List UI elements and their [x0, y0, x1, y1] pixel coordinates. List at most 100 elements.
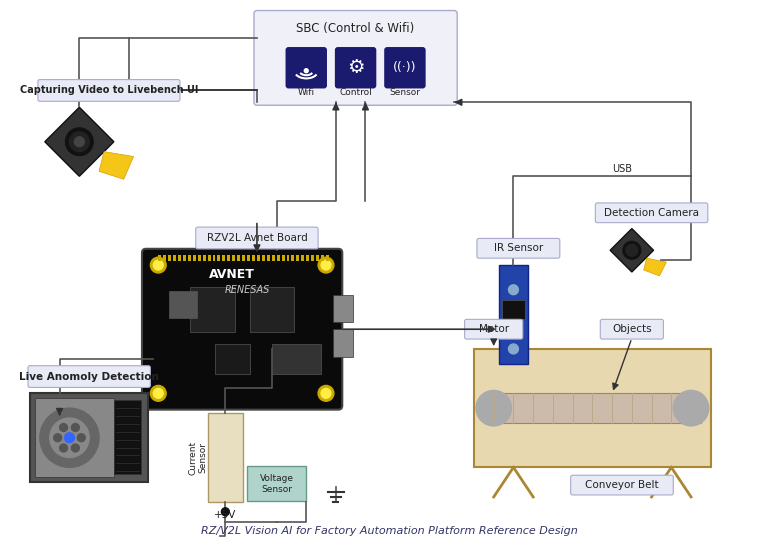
Bar — [272, 344, 321, 373]
Bar — [311, 255, 314, 261]
Bar — [250, 287, 294, 332]
Bar — [247, 466, 306, 501]
Bar — [272, 255, 275, 261]
Bar — [498, 265, 528, 364]
Bar — [296, 255, 300, 261]
Bar — [502, 300, 525, 319]
Circle shape — [508, 285, 518, 295]
Circle shape — [71, 423, 79, 431]
Bar — [227, 255, 230, 261]
Bar — [257, 255, 260, 261]
Circle shape — [321, 389, 331, 398]
Bar — [178, 255, 181, 261]
Circle shape — [304, 69, 308, 73]
Text: ⚙: ⚙ — [347, 58, 364, 78]
Bar — [484, 393, 701, 423]
Circle shape — [78, 434, 85, 442]
FancyBboxPatch shape — [28, 366, 151, 388]
Bar — [262, 255, 265, 261]
Text: SBC (Control & Wifi): SBC (Control & Wifi) — [296, 22, 415, 35]
FancyBboxPatch shape — [595, 203, 708, 223]
Bar — [266, 255, 270, 261]
Text: Conveyor Belt: Conveyor Belt — [585, 480, 659, 490]
Text: Capturing Video to Livebench UI: Capturing Video to Livebench UI — [20, 86, 198, 95]
Text: AVNET: AVNET — [210, 268, 255, 281]
FancyBboxPatch shape — [254, 10, 457, 105]
Circle shape — [626, 244, 637, 256]
FancyBboxPatch shape — [335, 47, 376, 88]
Text: Wifi: Wifi — [298, 88, 315, 97]
Text: Voltage
Sensor: Voltage Sensor — [260, 474, 293, 494]
Circle shape — [154, 389, 163, 398]
Circle shape — [508, 305, 518, 314]
Circle shape — [151, 257, 166, 273]
FancyBboxPatch shape — [465, 319, 523, 339]
Bar — [316, 255, 319, 261]
Circle shape — [71, 444, 79, 452]
Bar — [30, 393, 148, 482]
Bar — [474, 349, 710, 467]
Bar — [242, 255, 245, 261]
Bar — [35, 398, 114, 477]
Bar — [333, 295, 353, 322]
Circle shape — [318, 257, 334, 273]
Circle shape — [221, 508, 230, 515]
Bar — [114, 400, 141, 474]
Text: Motor: Motor — [478, 324, 508, 334]
Text: USB: USB — [612, 164, 632, 175]
Circle shape — [154, 260, 163, 270]
Bar — [168, 255, 171, 261]
Circle shape — [321, 260, 331, 270]
Bar — [197, 255, 200, 261]
FancyBboxPatch shape — [286, 47, 327, 88]
Circle shape — [65, 128, 93, 156]
Polygon shape — [644, 258, 667, 276]
Circle shape — [151, 385, 166, 401]
Bar — [333, 329, 353, 357]
Circle shape — [508, 344, 518, 354]
FancyBboxPatch shape — [196, 227, 318, 249]
Text: Objects: Objects — [612, 324, 652, 334]
FancyBboxPatch shape — [571, 475, 674, 495]
Circle shape — [74, 137, 84, 147]
Circle shape — [623, 241, 641, 259]
Text: Detection Camera: Detection Camera — [604, 208, 699, 218]
Bar — [183, 255, 186, 261]
Bar — [207, 255, 210, 261]
Text: Current
Sensor: Current Sensor — [188, 441, 207, 475]
Bar — [223, 255, 225, 261]
Bar — [252, 255, 255, 261]
Bar — [203, 255, 206, 261]
Circle shape — [674, 390, 709, 426]
Circle shape — [476, 390, 511, 426]
Bar — [286, 255, 290, 261]
Circle shape — [54, 434, 61, 442]
Circle shape — [40, 408, 99, 467]
Bar — [169, 291, 197, 318]
Bar — [173, 255, 176, 261]
Bar — [306, 255, 310, 261]
FancyBboxPatch shape — [142, 249, 343, 410]
Text: Live Anomoly Detection: Live Anomoly Detection — [19, 372, 159, 382]
Polygon shape — [610, 229, 654, 272]
Circle shape — [318, 385, 334, 401]
Bar — [237, 255, 240, 261]
Circle shape — [65, 433, 74, 443]
Text: Sensor: Sensor — [389, 88, 420, 97]
Circle shape — [69, 132, 89, 152]
Text: RZ/V2L Vision AI for Factory Automation Platform Reference Design: RZ/V2L Vision AI for Factory Automation … — [200, 526, 578, 537]
FancyBboxPatch shape — [477, 238, 560, 258]
Bar — [190, 287, 235, 332]
Text: +5V: +5V — [214, 509, 237, 520]
Bar — [193, 255, 196, 261]
Bar — [213, 255, 216, 261]
Text: IR Sensor: IR Sensor — [494, 243, 543, 253]
Bar — [163, 255, 166, 261]
Bar — [326, 255, 329, 261]
Circle shape — [508, 324, 518, 334]
Bar — [158, 255, 161, 261]
Bar — [188, 255, 190, 261]
Bar — [247, 255, 250, 261]
FancyBboxPatch shape — [38, 80, 180, 101]
Circle shape — [60, 444, 68, 452]
